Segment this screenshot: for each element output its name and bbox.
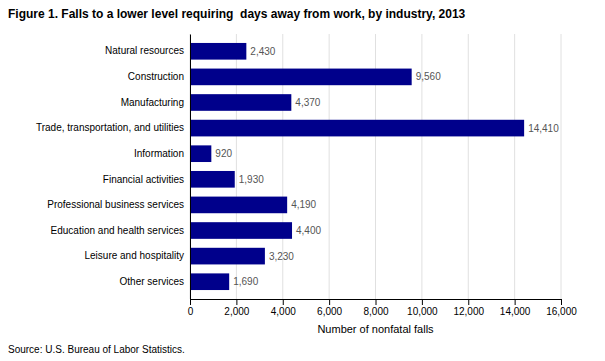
grid <box>190 34 561 299</box>
x-tick-mark <box>561 299 562 305</box>
y-tick: Trade, transportation, and utilities <box>36 122 190 133</box>
x-tick-mark <box>329 299 330 305</box>
y-tick: Natural resources <box>105 45 190 56</box>
y-tick: Leisure and hospitality <box>84 250 190 261</box>
bar <box>190 145 211 162</box>
x-tick-mark <box>468 299 469 305</box>
x-axis: 0 2,000 4,000 6,000 8,000 10,000 12,000 14,000 1… <box>188 299 578 317</box>
bar <box>190 273 229 290</box>
x-tick-label: 6,000 <box>317 306 342 317</box>
x-tick-label: 2,000 <box>224 306 249 317</box>
x-tick: 8,000 <box>363 299 388 317</box>
y-tick: Other services <box>120 276 190 287</box>
x-tick: 12,000 <box>453 299 484 317</box>
x-tick-mark <box>422 299 423 305</box>
y-tick-label: Construction <box>128 71 184 82</box>
bar <box>190 171 235 188</box>
y-tick: Information <box>134 148 190 159</box>
y-tick: Financial activities <box>103 174 190 185</box>
x-axis-title: Number of nonfatal falls <box>317 323 434 335</box>
y-tick-label: Other services <box>120 276 184 287</box>
y-tick: Education and health services <box>51 225 190 236</box>
y-tick-label: Education and health services <box>51 225 184 236</box>
data-label: 4,370 <box>295 97 320 108</box>
y-tick-label: Manufacturing <box>121 97 184 108</box>
data-label: 14,410 <box>528 123 559 134</box>
x-tick: 0 <box>188 299 194 317</box>
data-label: 3,230 <box>269 251 294 262</box>
x-tick: 6,000 <box>317 299 342 317</box>
y-axis: Other services Leisure and hospitality Edu… <box>36 35 191 300</box>
y-tick-label: Leisure and hospitality <box>84 250 184 261</box>
y-tick-label: Professional business services <box>47 199 184 210</box>
y-tick-label: Trade, transportation, and utilities <box>36 122 184 133</box>
grid-line <box>190 34 191 299</box>
bar <box>190 222 292 239</box>
x-tick: 4,000 <box>271 299 296 317</box>
bar <box>190 94 291 111</box>
x-tick-mark <box>515 299 516 305</box>
bar <box>190 43 246 60</box>
x-axis-line <box>191 300 562 306</box>
bar <box>190 197 287 214</box>
y-tick-label: Financial activities <box>103 174 184 185</box>
x-tick-label: 8,000 <box>363 306 388 317</box>
grid-line <box>561 34 562 299</box>
y-tick: Construction <box>128 71 190 82</box>
bar <box>190 120 524 137</box>
x-tick-label: 10,000 <box>407 306 438 317</box>
y-tick: Professional business services <box>47 199 190 210</box>
title: Figure 1. Falls to a lower level requiri… <box>8 7 466 21</box>
grid-line <box>468 34 469 299</box>
y-tick: Manufacturing <box>121 97 190 108</box>
x-tick-mark <box>283 299 284 305</box>
y-tick-label: Natural resources <box>105 45 184 56</box>
x-tick-mark <box>190 299 191 305</box>
data-label: 920 <box>215 148 232 159</box>
bar <box>190 248 265 265</box>
data-label: 9,560 <box>416 71 441 82</box>
x-tick: 2,000 <box>224 299 249 317</box>
data-labels: 1,690 3,230 4,400 4,190 1,930 920 14,410 4,370 9… <box>215 46 559 287</box>
x-tick-label: 4,000 <box>271 306 296 317</box>
data-label: 1,690 <box>233 276 258 287</box>
x-tick-label: 12,000 <box>453 306 484 317</box>
x-tick: 10,000 <box>407 299 438 317</box>
chart: Figure 1. Falls to a lower level requiri… <box>0 0 605 361</box>
x-tick-label: 14,000 <box>500 306 531 317</box>
x-tick-mark <box>376 299 377 305</box>
data-label: 4,400 <box>296 225 321 236</box>
data-label: 4,190 <box>291 199 316 210</box>
y-tick-label: Information <box>134 148 184 159</box>
x-tick: 16,000 <box>546 299 577 317</box>
bar <box>190 69 412 86</box>
grid-line <box>514 34 515 299</box>
plot: 0 2,000 4,000 6,000 8,000 10,000 12,000 14,000 1… <box>36 34 577 335</box>
bars <box>190 43 524 290</box>
x-tick-label: 16,000 <box>546 306 577 317</box>
source: Source: U.S. Bureau of Labor Statistics. <box>8 344 185 355</box>
data-label: 2,430 <box>250 46 275 57</box>
y-axis-line <box>190 35 191 300</box>
data-label: 1,930 <box>239 174 264 185</box>
x-tick: 14,000 <box>500 299 531 317</box>
x-tick-mark <box>236 299 237 305</box>
x-tick-label: 0 <box>188 306 194 317</box>
